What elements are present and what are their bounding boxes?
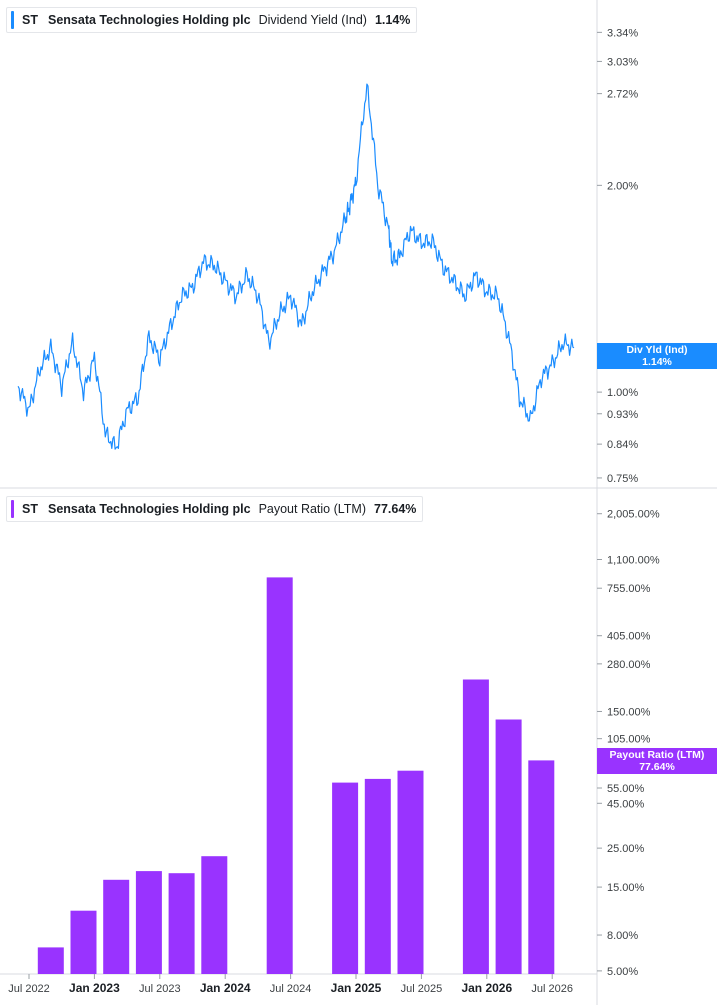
bottom-y-tick-label-4: 45.00%: [607, 798, 645, 810]
payout-bar-8: [364, 778, 391, 974]
top-y-tick-label-4: 2.00%: [607, 180, 638, 192]
payout-bar-10: [462, 679, 489, 974]
top-y-tick-label-7: 3.34%: [607, 27, 638, 39]
x-tick-label-2: Jul 2023: [139, 983, 181, 995]
bottom-y-tick-label-2: 15.00%: [607, 882, 645, 894]
top-legend-value: 1.14%: [374, 13, 411, 27]
payout-bar-4: [168, 873, 195, 974]
bottom-value-tag: Payout Ratio (LTM) 77.64%: [597, 748, 717, 774]
top-legend-company: Sensata Technologies Holding plc: [47, 13, 251, 27]
bottom-y-tick-label-10: 755.00%: [607, 583, 651, 595]
x-tick-label-5: Jan 2025: [331, 981, 382, 995]
top-y-tick-label-3: 1.00%: [607, 387, 638, 399]
top-legend: ST Sensata Technologies Holding plc Divi…: [6, 7, 418, 33]
bottom-legend: ST Sensata Technologies Holding plc Payo…: [6, 496, 424, 522]
payout-bar-9: [397, 770, 424, 974]
bottom-legend-ticker: ST: [22, 502, 38, 516]
payout-bar-1: [70, 910, 97, 974]
bottom-y-tick-label-8: 280.00%: [607, 659, 651, 671]
payout-bar-7: [332, 782, 359, 974]
bottom-value-tag-value: 77.64%: [639, 761, 675, 773]
x-tick-label-8: Jul 2026: [531, 983, 573, 995]
bottom-y-tick-label-1: 8.00%: [607, 930, 638, 942]
x-tick-label-7: Jan 2026: [461, 981, 512, 995]
bottom-legend-metric: Payout Ratio (LTM): [258, 502, 367, 516]
payout-bar-5: [201, 856, 228, 974]
x-tick-label-4: Jul 2024: [270, 983, 312, 995]
bottom-y-tick-label-6: 105.00%: [607, 734, 651, 746]
payout-bar-11: [495, 719, 522, 974]
top-y-tick-label-2: 0.93%: [607, 409, 638, 421]
bottom-y-tick-label-12: 2,005.00%: [607, 509, 660, 521]
top-y-tick-label-5: 2.72%: [607, 89, 638, 101]
series-line-dividend-yield: [17, 83, 575, 450]
x-tick-label-3: Jan 2024: [200, 981, 251, 995]
top-value-tag-label: Div Yld (Ind): [626, 344, 688, 356]
bottom-legend-company: Sensata Technologies Holding plc: [47, 502, 251, 516]
x-tick-label-6: Jul 2025: [401, 983, 443, 995]
payout-bar-6: [266, 577, 293, 974]
bottom-y-tick-label-9: 405.00%: [607, 631, 651, 643]
bottom-y-tick-label-0: 5.00%: [607, 966, 638, 978]
top-value-tag-value: 1.14%: [642, 356, 672, 368]
payout-bar-12: [528, 760, 555, 974]
x-tick-label-1: Jan 2023: [69, 981, 120, 995]
bottom-y-tick-label-7: 150.00%: [607, 706, 651, 718]
top-legend-metric: Dividend Yield (Ind): [258, 13, 367, 27]
payout-bar-2: [103, 879, 130, 974]
bottom-legend-color-bar: [11, 500, 14, 518]
bottom-legend-value: 77.64%: [374, 502, 417, 516]
top-y-tick-label-6: 3.03%: [607, 56, 638, 68]
top-y-tick-label-0: 0.75%: [607, 473, 638, 485]
top-value-tag: Div Yld (Ind) 1.14%: [597, 343, 717, 369]
bottom-y-tick-label-5: 55.00%: [607, 783, 645, 795]
top-legend-ticker: ST: [22, 13, 38, 27]
x-tick-label-0: Jul 2022: [8, 983, 50, 995]
payout-bar-3: [135, 871, 162, 974]
bottom-y-tick-label-3: 25.00%: [607, 843, 645, 855]
top-y-tick-label-1: 0.84%: [607, 439, 638, 451]
bottom-value-tag-label: Payout Ratio (LTM): [609, 749, 705, 761]
payout-bar-0: [37, 947, 64, 974]
bottom-y-tick-label-11: 1,100.00%: [607, 555, 660, 567]
top-legend-color-bar: [11, 11, 14, 29]
